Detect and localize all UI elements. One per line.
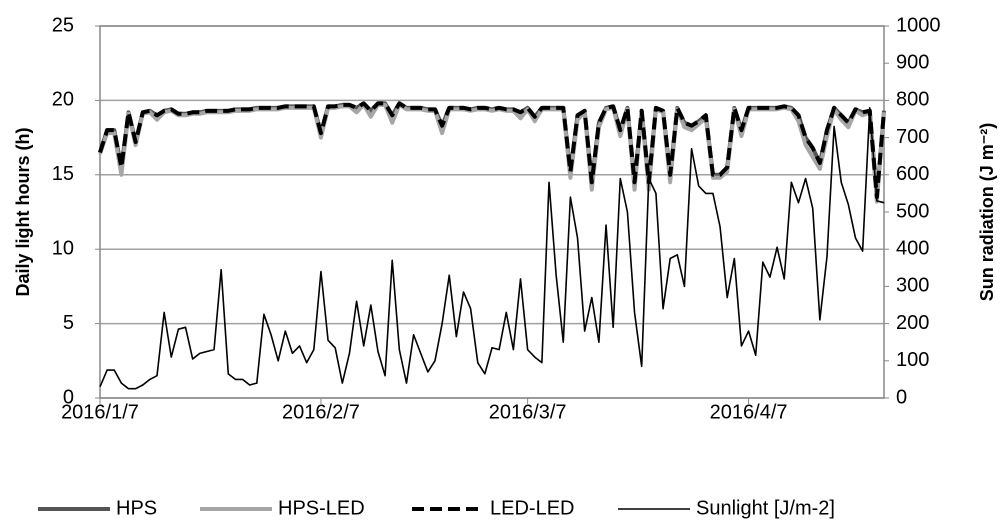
series-line	[98, 101, 886, 200]
y-tick-label: 5	[63, 312, 74, 334]
y2-tick-label: 400	[896, 237, 929, 259]
x-tick-label: 2016/4/7	[710, 401, 788, 423]
x-tick-label: 2016/2/7	[282, 401, 360, 423]
series-line	[98, 102, 886, 204]
y-tick-label: 15	[52, 163, 74, 185]
y2-tick-label: 100	[896, 349, 929, 371]
y-tick-label: 10	[52, 237, 74, 259]
y-axis-title: Daily light hours (h)	[13, 127, 33, 296]
y2-axis-title: Sun radiation (J m⁻²)	[977, 123, 997, 302]
x-tick-label: 2016/1/7	[61, 401, 139, 423]
y2-tick-label: 700	[896, 126, 929, 148]
y2-tick-label: 300	[896, 275, 929, 297]
x-tick-label: 2016/3/7	[489, 401, 567, 423]
y2-tick-label: 1000	[896, 14, 941, 36]
y-tick-label: 20	[52, 89, 74, 111]
series-line	[98, 101, 886, 200]
y2-tick-label: 600	[896, 163, 929, 185]
y-tick-label: 25	[52, 14, 74, 36]
legend-label: Sunlight [J/m-2]	[696, 497, 835, 519]
plot-frame	[99, 25, 885, 399]
y2-tick-label: 900	[896, 51, 929, 73]
series-line	[99, 107, 885, 390]
legend-label: HPS	[116, 497, 157, 519]
y2-tick-label: 0	[896, 386, 907, 408]
y2-tick-label: 200	[896, 312, 929, 334]
legend-label: HPS-LED	[278, 497, 365, 519]
y-tick-label: 0	[63, 386, 74, 408]
legend-label: LED-LED	[490, 497, 574, 519]
y2-tick-label: 500	[896, 200, 929, 222]
y2-tick-label: 800	[896, 89, 929, 111]
